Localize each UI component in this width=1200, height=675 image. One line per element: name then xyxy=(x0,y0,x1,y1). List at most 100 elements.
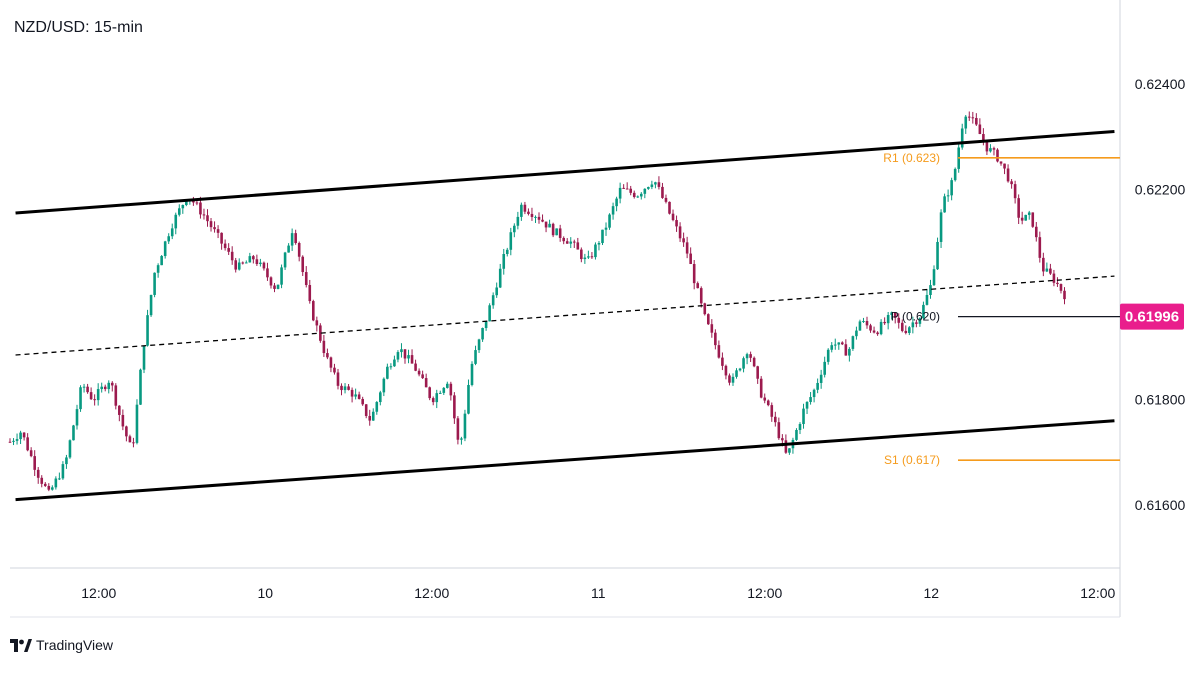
candle xyxy=(51,485,54,491)
candle xyxy=(594,242,597,260)
candle xyxy=(167,233,171,245)
candle xyxy=(153,272,156,298)
candle xyxy=(759,376,763,399)
x-tick-label: 12:00 xyxy=(81,585,116,601)
channel-lower-line[interactable] xyxy=(15,419,1115,502)
candle xyxy=(724,364,728,380)
candle xyxy=(632,190,636,199)
candle xyxy=(438,390,442,394)
candle xyxy=(58,472,61,481)
candle xyxy=(932,265,936,286)
level-label: R1 (0.623) xyxy=(883,151,940,165)
x-axis-ticks: 12:00 10 12:00 11 12:00 12 12:00 xyxy=(81,585,1115,601)
candle xyxy=(308,279,312,304)
candle xyxy=(1063,287,1066,305)
candle xyxy=(347,383,350,391)
candle xyxy=(460,436,463,445)
candle xyxy=(569,237,573,249)
candle xyxy=(541,214,544,223)
candle xyxy=(816,378,819,394)
candle xyxy=(1013,180,1017,204)
candle xyxy=(925,289,929,306)
candles-layer xyxy=(8,111,1066,492)
candle xyxy=(731,373,735,386)
pivot-label: P (0.620) xyxy=(891,310,940,324)
candle xyxy=(706,313,710,325)
candle xyxy=(114,383,118,410)
candle xyxy=(904,325,908,335)
candle xyxy=(636,195,640,198)
last-price-label: 0.61996 xyxy=(1125,309,1179,326)
candle xyxy=(477,338,481,353)
candle xyxy=(953,167,957,182)
candle xyxy=(1042,252,1045,277)
candle xyxy=(252,254,255,264)
candle xyxy=(230,246,234,265)
candle xyxy=(590,252,594,259)
candle xyxy=(202,208,206,220)
candle xyxy=(118,405,121,422)
candle xyxy=(234,257,238,273)
candle xyxy=(946,189,950,202)
candle xyxy=(421,370,424,379)
candle xyxy=(371,408,375,421)
candle xyxy=(530,207,534,221)
candle xyxy=(43,482,47,488)
candle xyxy=(915,319,918,328)
candle xyxy=(756,365,759,384)
candle xyxy=(431,396,435,406)
candle xyxy=(1038,231,1042,263)
y-tick-label: 0.61600 xyxy=(1135,497,1186,513)
candle xyxy=(675,215,678,232)
candle xyxy=(103,384,107,392)
channel-upper-line[interactable] xyxy=(15,129,1115,215)
candle xyxy=(668,201,671,215)
candle xyxy=(280,264,283,289)
channel-mid-line[interactable] xyxy=(15,275,1115,356)
candle xyxy=(618,182,622,204)
candle xyxy=(491,292,495,309)
candle xyxy=(527,208,530,216)
candle xyxy=(537,212,541,224)
brand-watermark[interactable]: TradingView xyxy=(10,637,113,653)
candle xyxy=(368,409,372,426)
candle xyxy=(643,188,647,199)
candle xyxy=(8,438,12,443)
candle xyxy=(213,221,216,233)
candle xyxy=(826,348,830,365)
candle xyxy=(223,239,227,251)
candle xyxy=(583,253,587,264)
candle xyxy=(798,422,802,435)
candle xyxy=(125,425,128,442)
candle xyxy=(608,213,611,230)
candle xyxy=(855,326,858,340)
candle xyxy=(580,247,583,263)
candle xyxy=(442,386,446,395)
x-tick-label: 12:00 xyxy=(414,585,449,601)
candle xyxy=(534,215,537,223)
candle xyxy=(82,383,86,393)
candle xyxy=(312,299,315,322)
candle xyxy=(682,232,685,247)
candle xyxy=(382,377,386,397)
candle xyxy=(47,483,51,492)
candle xyxy=(809,392,812,405)
candle xyxy=(354,388,357,400)
candle xyxy=(911,316,915,334)
x-tick-label: 11 xyxy=(591,585,606,601)
candle xyxy=(597,241,601,251)
candle xyxy=(823,356,826,378)
candle xyxy=(467,379,470,415)
candle xyxy=(386,363,389,380)
candle xyxy=(227,243,230,255)
candle xyxy=(326,348,329,360)
candle xyxy=(721,352,724,371)
candle xyxy=(294,229,297,245)
candle xyxy=(463,409,467,442)
candle xyxy=(79,385,82,412)
candle xyxy=(714,329,717,350)
candle xyxy=(763,393,767,404)
candle xyxy=(283,251,287,270)
candle xyxy=(978,118,982,135)
